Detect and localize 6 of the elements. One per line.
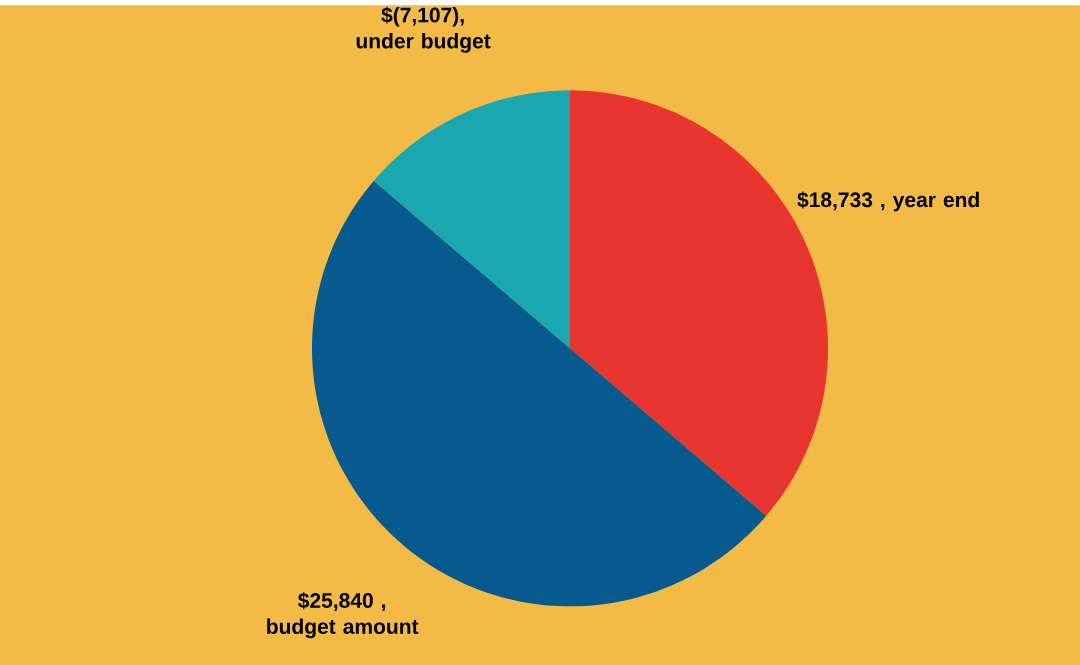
slice-label: budget amount	[267, 618, 419, 639]
slice-label: year end	[892, 191, 979, 212]
data-label: $(7,107),	[381, 6, 464, 27]
slice-label: under budget	[356, 32, 491, 53]
data-label: $18,733 ,	[797, 191, 885, 211]
data-label: $25,840 ,	[298, 591, 386, 611]
